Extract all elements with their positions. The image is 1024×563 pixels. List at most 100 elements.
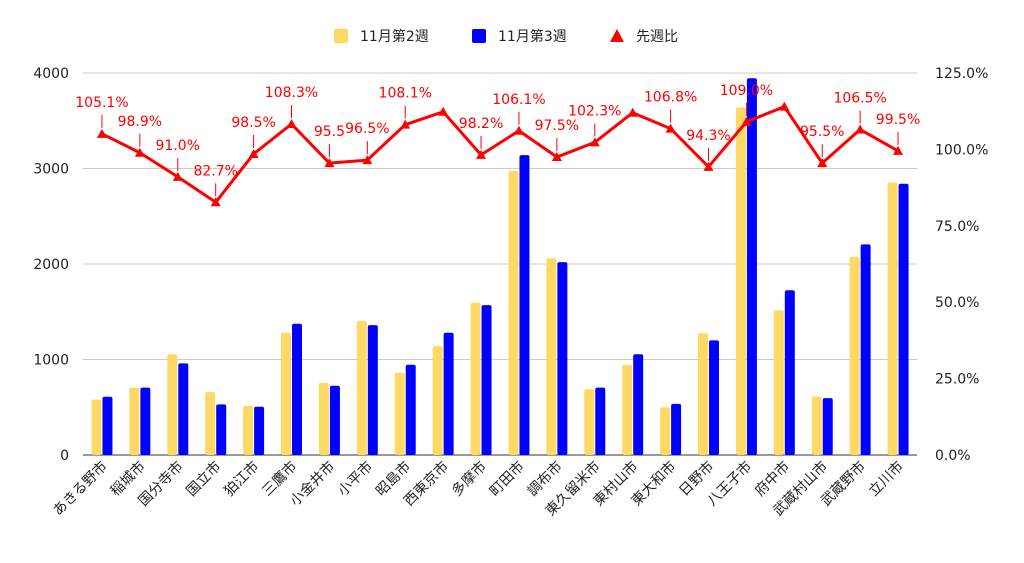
ratio-data-label: 94.3% (686, 128, 730, 144)
ratio-marker (893, 145, 904, 155)
ratio-data-label: 96.5% (345, 121, 389, 137)
ratio-marker (703, 161, 714, 171)
ratio-data-label: 98.5% (231, 115, 275, 131)
legend-label: 先週比 (636, 29, 678, 45)
ratio-marker (400, 119, 411, 129)
category-label: 町田市 (486, 458, 528, 500)
bar-week3 (405, 364, 416, 455)
y-right-tick-label: 75.0% (935, 219, 979, 235)
bar-week2 (432, 346, 443, 455)
bar-week3 (254, 406, 265, 455)
bar-week3 (860, 244, 871, 455)
y-left-tick-label: 3000 (33, 162, 69, 178)
bar-week2 (698, 333, 708, 455)
bar-week3 (898, 183, 909, 455)
bar-week3 (784, 290, 795, 455)
y-right-tick-label: 25.0% (935, 372, 979, 388)
bar-week3 (367, 325, 378, 455)
bar-week3 (140, 387, 151, 455)
bar-week3 (822, 398, 833, 455)
legend-swatch (472, 29, 486, 43)
bar-week2 (129, 387, 140, 455)
y-right-tick-label: 125.0% (935, 66, 988, 82)
ratio-marker (134, 147, 145, 157)
bar-week3 (443, 332, 454, 455)
bar-week3 (519, 155, 530, 455)
ratio-marker (476, 149, 487, 159)
ratio-marker (551, 152, 562, 162)
ratio-marker (627, 107, 638, 117)
ratio-data-label: 97.5% (535, 118, 579, 134)
ratio-data-label: 108.1% (379, 86, 432, 102)
bar-week2 (660, 407, 671, 455)
bar-week2 (622, 364, 633, 455)
ratio-data-label: 82.7% (193, 163, 237, 179)
ratio-data-label: 106.8% (644, 90, 697, 106)
bar-week2 (508, 170, 519, 455)
ratio-data-label: 91.0% (156, 138, 200, 154)
category-label: 立川市 (865, 458, 907, 500)
ratio-data-label: 99.5% (876, 112, 920, 128)
ratio-data-label: 106.5% (833, 91, 886, 107)
ratio-data-label: 106.1% (492, 92, 545, 108)
ratio-line (101, 105, 899, 204)
y-right-tick-label: 100.0% (935, 142, 988, 158)
bar-week3 (557, 262, 568, 455)
y-right-tick-label: 0.0% (935, 448, 971, 464)
ratio-marker (96, 128, 107, 138)
ratio-marker (855, 124, 866, 134)
ratio-marker (210, 197, 221, 207)
ratio-data-label: 105.1% (75, 95, 128, 111)
bar-week2 (584, 389, 595, 455)
ratio-marker (438, 106, 449, 116)
bar-week2 (811, 396, 822, 455)
bar-week2 (470, 302, 481, 455)
bar-week2 (546, 258, 557, 455)
ratio-data-label: 108.3% (265, 85, 318, 101)
category-label: あきる野市 (49, 458, 110, 519)
ratio-data-label: 98.9% (118, 114, 162, 130)
category-label: 狛江市 (221, 458, 263, 500)
bar-week2 (318, 382, 329, 455)
ratio-data-label: 109.0% (720, 83, 773, 99)
ratio-marker (362, 155, 373, 165)
bar-week2 (735, 107, 746, 455)
bar-week3 (671, 403, 682, 455)
ratio-marker (817, 158, 828, 168)
ratio-marker (324, 158, 335, 168)
category-label: 国立市 (183, 458, 225, 500)
category-label: 多摩市 (448, 458, 490, 500)
y-left-tick-label: 0 (60, 448, 69, 464)
bar-week3 (595, 387, 606, 455)
bar-week2 (849, 256, 860, 455)
bar-week3 (633, 354, 644, 455)
ratio-data-label: 102.3% (568, 103, 621, 119)
legend-label: 11月第2週 (360, 28, 429, 45)
ratio-marker (741, 116, 752, 126)
bar-week3 (746, 78, 757, 455)
bar-week2 (281, 332, 291, 455)
y-left-tick-label: 2000 (33, 257, 69, 273)
category-label: 小平市 (334, 458, 376, 500)
bar-week2 (243, 405, 254, 455)
bar-week3 (709, 340, 719, 455)
y-left-tick-label: 1000 (33, 353, 69, 369)
ratio-marker (286, 119, 297, 129)
legend-swatch (334, 29, 348, 43)
ratio-marker (779, 101, 790, 111)
bar-week2 (773, 310, 784, 455)
bar-week2 (205, 391, 216, 455)
bar-week3 (102, 396, 113, 455)
ratio-marker (665, 123, 676, 133)
ratio-marker (513, 125, 524, 135)
y-right-tick-label: 50.0% (935, 295, 979, 311)
bar-week3 (329, 385, 340, 455)
ratio-marker (248, 148, 259, 158)
bar-week3 (481, 305, 492, 455)
bar-week3 (216, 404, 227, 455)
ratio-data-label: 98.2% (459, 116, 503, 132)
bar-week3 (292, 323, 302, 455)
ratio-marker (172, 171, 183, 181)
